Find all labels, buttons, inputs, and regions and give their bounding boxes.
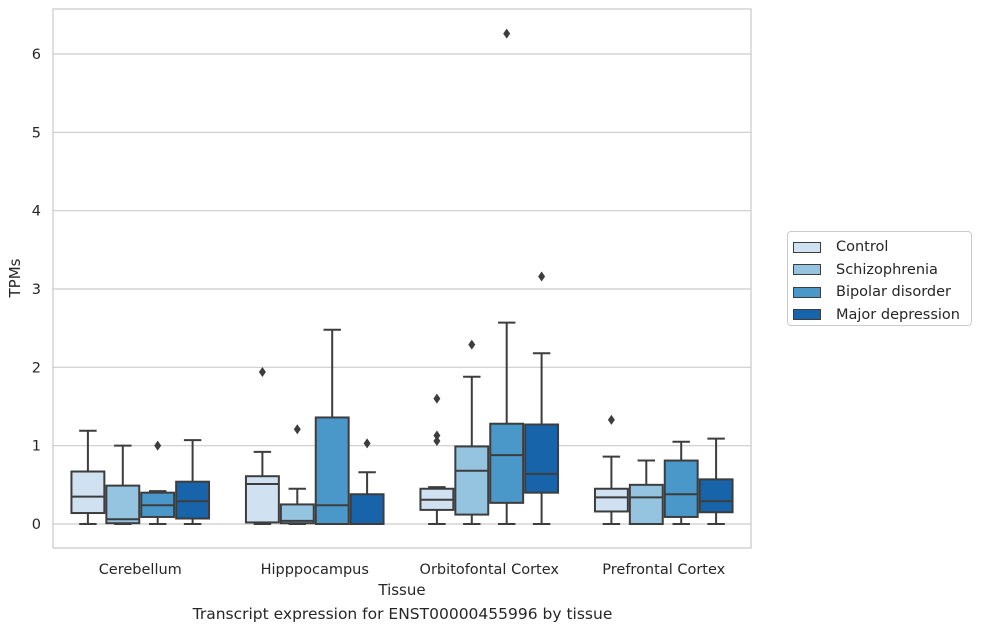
box-body <box>70 470 106 515</box>
box-0-3 <box>175 439 211 525</box>
outlier-point <box>293 424 301 435</box>
legend-item-3: Major depression <box>793 304 971 327</box>
box-body <box>524 423 560 494</box>
box-body <box>175 480 211 520</box>
outlier-point <box>538 271 546 282</box>
box-3-2 <box>663 440 699 525</box>
legend-swatch <box>793 241 821 253</box>
box-body <box>628 483 664 526</box>
box-0-1 <box>105 444 141 525</box>
legend-item-0: Control <box>793 236 971 259</box>
outlier-point <box>607 414 615 425</box>
box-body <box>663 459 699 518</box>
box-body <box>314 416 350 526</box>
legend-label: Schizophrenia <box>836 261 938 278</box>
y-tick-labels: 0 1 2 3 4 5 6 <box>32 47 41 533</box>
legend-label: Bipolar disorder <box>836 284 951 301</box>
outlier-point <box>433 435 441 446</box>
legend: Control Schizophrenia Bipolar disorder Majo… <box>787 231 972 326</box>
outlier-point <box>433 393 441 404</box>
box-body <box>105 484 141 525</box>
box-1-0 <box>244 367 280 525</box>
chart-caption: Transcript expression for ENST0000045599… <box>192 605 613 623</box>
box-body <box>698 478 734 514</box>
box-2-2 <box>489 28 525 525</box>
y-axis-label: TPMs <box>6 258 24 298</box>
box-body <box>454 445 490 516</box>
y-tick-label-2: 2 <box>32 360 41 376</box>
outlier-point <box>154 440 162 451</box>
outlier-point <box>468 339 476 350</box>
y-tick-label-4: 4 <box>32 204 41 220</box>
legend-swatch <box>793 309 821 321</box>
boxes <box>70 28 734 526</box>
legend-item-1: Schizophrenia <box>793 259 971 282</box>
box-body <box>349 493 385 526</box>
y-tick-label-6: 6 <box>32 47 41 63</box>
x-tick-label-0: Cerebellum <box>99 562 182 578</box>
box-3-1 <box>628 459 664 526</box>
box-0-2 <box>140 440 176 525</box>
legend-item-2: Bipolar disorder <box>793 281 971 304</box>
x-axis-label: Tissue <box>377 581 425 599</box>
y-tick-label-1: 1 <box>32 439 41 455</box>
box-2-1 <box>454 339 490 525</box>
outlier-point <box>503 28 511 39</box>
box-2-3 <box>524 271 560 525</box>
outlier-point <box>363 438 371 449</box>
legend-swatch <box>793 286 821 298</box>
box-body <box>593 487 629 513</box>
legend-swatch <box>793 264 821 276</box>
box-3-3 <box>698 437 734 525</box>
x-tick-label-1: Hipppocampus <box>261 562 369 578</box>
outlier-point <box>433 430 441 441</box>
legend-label: Control <box>836 239 889 256</box>
x-tick-label-2: Orbitofontal Cortex <box>420 562 560 578</box>
plot-area <box>52 8 752 549</box>
box-body <box>279 503 315 525</box>
y-tick-label-5: 5 <box>32 125 41 141</box>
box-1-3 <box>349 438 385 526</box>
box-1-2 <box>314 328 350 526</box>
box-1-1 <box>279 424 315 525</box>
box-3-0 <box>593 414 629 525</box>
box-2-0 <box>419 393 455 525</box>
y-tick-label-3: 3 <box>32 282 41 298</box>
box-body <box>489 422 525 504</box>
legend-label: Major depression <box>836 306 960 323</box>
x-tick-labels: Cerebellum Hipppocampus Orbitofontal Corte… <box>99 562 726 578</box>
outlier-point <box>258 367 266 378</box>
x-tick-label-3: Prefrontal Cortex <box>602 562 725 578</box>
box-0-0 <box>70 429 106 525</box>
y-tick-label-0: 0 <box>32 517 41 533</box>
